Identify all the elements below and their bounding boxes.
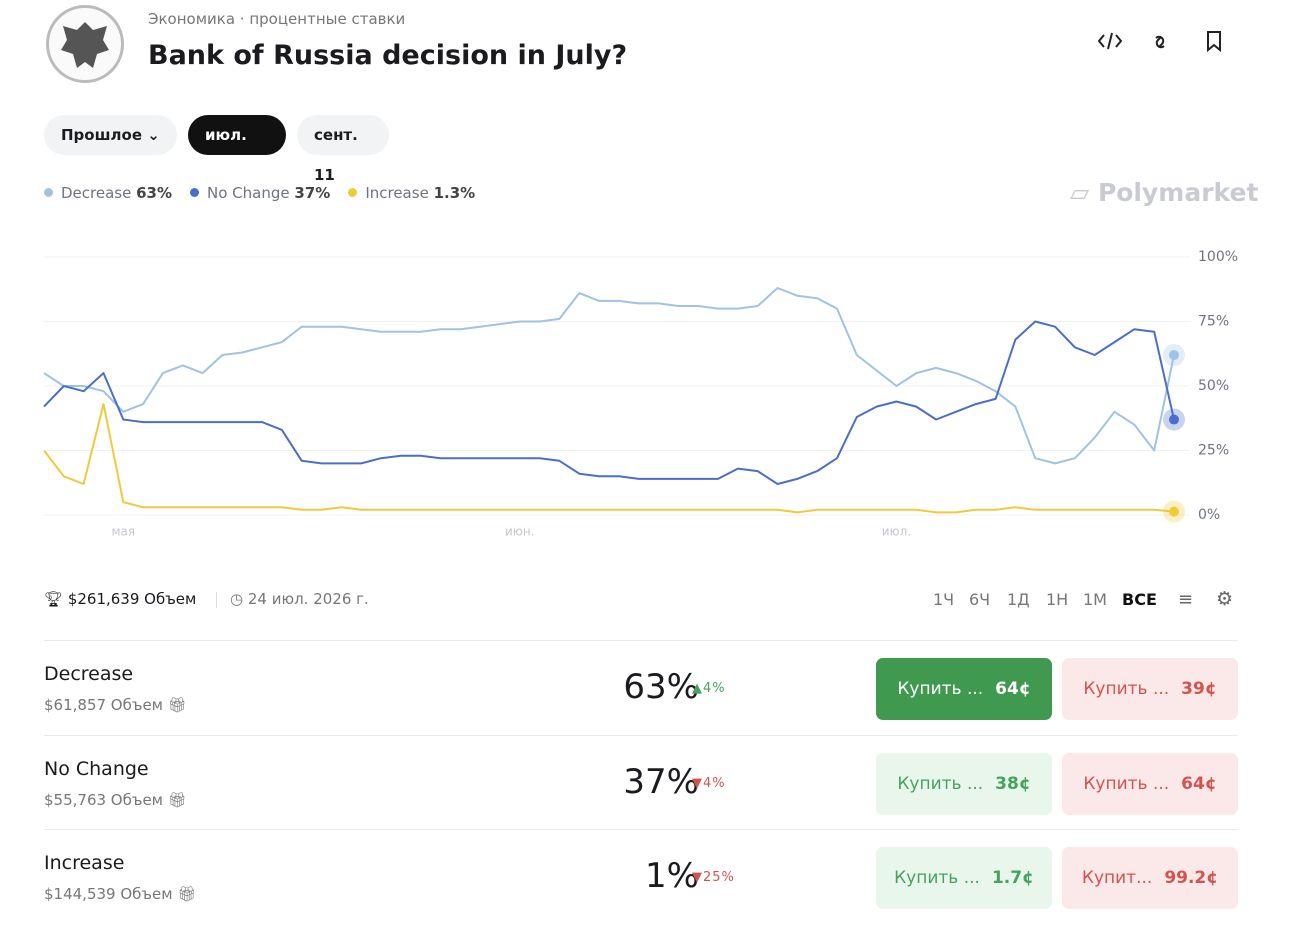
- x-tick-label: мая: [111, 525, 135, 539]
- outcome-name: Increase: [44, 852, 125, 874]
- volume-text: $61,857 Объем: [44, 696, 163, 714]
- y-tick-label: 75%: [1198, 314, 1229, 330]
- end-point: [1169, 414, 1179, 425]
- y-tick-label: 100%: [1198, 249, 1238, 265]
- outcome-chance: 63%: [623, 667, 699, 707]
- legend-item: Increase 1.3%: [348, 184, 475, 202]
- buy-yes-button[interactable]: Купить ... 38¢: [876, 752, 1052, 815]
- range-button[interactable]: 1М: [1083, 590, 1107, 609]
- series-line: [43, 320, 1175, 485]
- sort-icon[interactable]: ≡: [1178, 589, 1194, 610]
- buy-yes-button[interactable]: Купить ... 1.7¢: [876, 847, 1052, 909]
- outcome-volume: $61,857 Объем 🎁︎: [44, 696, 187, 714]
- legend-dot: [190, 188, 200, 197]
- end-date: ◷ 24 июл. 2026 г.: [230, 590, 369, 608]
- legend-value: 37%: [294, 184, 331, 202]
- brand: ▱ Polymarket: [1070, 178, 1259, 207]
- outcome-chance: 37%: [623, 761, 699, 802]
- button-price: 38¢: [995, 773, 1031, 794]
- y-tick-label: 50%: [1198, 378, 1229, 394]
- embed-icon[interactable]: [1098, 32, 1123, 50]
- breadcrumb: Экономика · процентные ставки: [148, 10, 406, 28]
- y-tick-label: 25%: [1198, 443, 1229, 459]
- legend-name: Increase: [365, 184, 429, 202]
- tab[interactable]: сент. 11: [297, 115, 389, 184]
- button-price: 99.2¢: [1164, 868, 1219, 888]
- volume-text: $55,763 Объем: [44, 790, 163, 809]
- legend-dot: [44, 188, 53, 197]
- range-button[interactable]: 1Н: [1046, 590, 1069, 609]
- volume: 🏆︎ $261,639 Объем: [44, 590, 197, 608]
- outcome-volume: $144,539 Объем 🎁︎: [44, 885, 197, 903]
- outcome-change: ▲4%: [692, 681, 726, 696]
- change-text: 4%: [703, 775, 726, 791]
- outcome-row[interactable]: No Change $55,763 Объем 🎁︎ 37% ▼4% Купить ..…: [44, 734, 1238, 831]
- range-button[interactable]: 1Ч: [933, 590, 955, 609]
- outcome-change: ▼25%: [692, 870, 735, 885]
- market-icon: [46, 5, 124, 83]
- emblem: [61, 22, 109, 68]
- button-label: Купить ...: [897, 773, 984, 794]
- x-tick-label: июл.: [882, 525, 911, 539]
- buy-yes-button[interactable]: Купить ... 64¢: [876, 658, 1052, 720]
- legend-item: No Change 37%: [190, 184, 330, 202]
- legend-name: Decrease: [61, 184, 132, 202]
- outcome-change: ▼4%: [692, 775, 726, 791]
- outcome-name: Decrease: [44, 663, 134, 685]
- settings-icon[interactable]: ⚙: [1216, 588, 1234, 610]
- change-text: 4%: [703, 681, 726, 696]
- button-price: 1.7¢: [991, 868, 1034, 888]
- button-label: Купит...: [1081, 868, 1153, 888]
- tab[interactable]: Прошлое ⌄: [44, 115, 177, 155]
- buy-no-button[interactable]: Купить ... 64¢: [1062, 752, 1238, 815]
- range-button[interactable]: 6Ч: [969, 590, 991, 609]
- range-button[interactable]: 1Д: [1007, 590, 1030, 609]
- button-label: Купить ...: [894, 868, 980, 888]
- volume-text: $144,539 Объем: [44, 885, 173, 903]
- end-point: [1169, 506, 1179, 517]
- button-label: Купить ...: [1083, 679, 1170, 699]
- outcome-row[interactable]: Increase $144,539 Объем 🎁︎ 1% ▼25% Купить ..…: [44, 829, 1238, 925]
- y-tick-label: 0%: [1198, 507, 1220, 523]
- outcome-volume: $55,763 Объем 🎁︎: [44, 790, 187, 809]
- breadcrumb-item[interactable]: Экономика: [148, 10, 236, 28]
- series-line: [43, 287, 1175, 465]
- button-price: 39¢: [1181, 679, 1217, 699]
- button-label: Купить ...: [897, 679, 984, 699]
- divider: [216, 592, 217, 608]
- link-icon[interactable]: [1155, 35, 1165, 49]
- button-price: 64¢: [995, 679, 1031, 699]
- chart: 0% 25% 50% 75% 100% мая июн. июл.: [43, 249, 1238, 539]
- legend-name: No Change: [207, 184, 290, 202]
- tab[interactable]: июл. 24: [188, 115, 286, 184]
- bookmark-icon[interactable]: [1207, 31, 1221, 53]
- x-tick-label: июн.: [505, 525, 535, 539]
- change-text: 25%: [703, 870, 735, 885]
- legend-value: 1.3%: [433, 184, 476, 202]
- outcome-row[interactable]: Decrease $61,857 Объем 🎁︎ 63% ▲4% Купить ...…: [44, 640, 1238, 736]
- range-button[interactable]: ВСЕ: [1122, 590, 1157, 609]
- end-point: [1169, 350, 1179, 361]
- series-line: [43, 403, 1175, 514]
- legend-item: Decrease 63%: [44, 184, 172, 202]
- legend-value: 63%: [136, 184, 173, 202]
- header-actions: [1098, 31, 1221, 53]
- breadcrumb-item[interactable]: процентные ставки: [249, 10, 406, 28]
- title: Bank of Russia decision in July?: [148, 40, 628, 71]
- button-price: 64¢: [1181, 773, 1217, 794]
- buy-no-button[interactable]: Купит... 99.2¢: [1062, 847, 1238, 909]
- button-label: Купить ...: [1083, 773, 1170, 794]
- outcome-name: No Change: [44, 757, 149, 780]
- buy-no-button[interactable]: Купить ... 39¢: [1062, 658, 1238, 720]
- legend-dot: [348, 188, 358, 197]
- outcome-chance: 1%: [645, 856, 699, 896]
